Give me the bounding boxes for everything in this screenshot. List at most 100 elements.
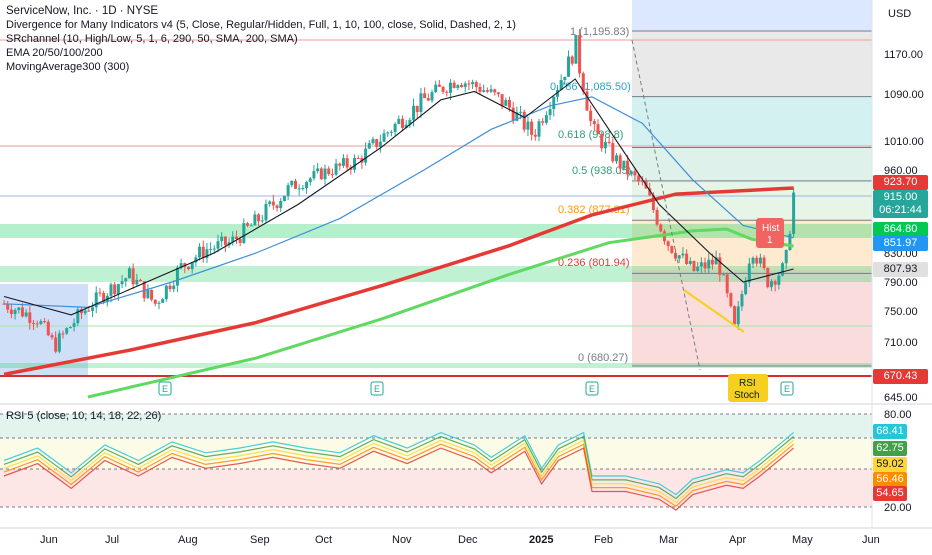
candle-body[interactable] [721, 274, 725, 276]
candle-body[interactable] [139, 279, 143, 282]
candle-body[interactable] [493, 89, 497, 93]
candle-body[interactable] [183, 263, 187, 267]
candle-body[interactable] [729, 293, 733, 307]
candle-body[interactable] [13, 309, 17, 315]
candle-body[interactable] [777, 275, 781, 285]
earnings-marker[interactable] [370, 381, 384, 396]
candle-body[interactable] [655, 209, 659, 225]
candle-body[interactable] [279, 201, 283, 208]
candle-body[interactable] [519, 111, 523, 113]
candle-body[interactable] [234, 236, 238, 240]
candle-body[interactable] [614, 155, 618, 162]
earnings-marker[interactable] [780, 381, 794, 396]
candle-body[interactable] [423, 93, 427, 99]
price-tag[interactable]: 851.97 [873, 236, 928, 251]
candle-body[interactable] [164, 285, 168, 300]
candle-body[interactable] [419, 93, 423, 113]
candle-body[interactable] [751, 257, 755, 264]
candle-body[interactable] [426, 98, 430, 101]
rsi-legend[interactable]: RSI 5 (close, 10, 14, 18, 22, 26) [6, 410, 162, 422]
candle-body[interactable] [54, 337, 58, 352]
candle-body[interactable] [618, 155, 622, 169]
rsi-tag[interactable]: 62.75 [873, 441, 907, 456]
candle-body[interactable] [323, 168, 327, 180]
candle-body[interactable] [79, 309, 83, 314]
candle-body[interactable] [648, 188, 652, 196]
indicator-divergence[interactable]: Divergence for Many Indicators v4 (5, Cl… [6, 19, 516, 31]
candle-body[interactable] [600, 134, 604, 149]
candle-body[interactable] [784, 249, 788, 264]
candle-body[interactable] [755, 257, 759, 264]
candle-body[interactable] [585, 91, 589, 111]
candle-body[interactable] [744, 282, 748, 295]
candle-body[interactable] [456, 85, 460, 88]
candle-body[interactable] [113, 284, 117, 295]
candle-body[interactable] [408, 119, 412, 125]
candle-body[interactable] [364, 148, 368, 163]
candle-body[interactable] [507, 99, 511, 108]
candle-body[interactable] [489, 89, 493, 92]
candle-body[interactable] [471, 82, 475, 85]
candle-body[interactable] [35, 323, 39, 325]
candle-body[interactable] [257, 214, 261, 222]
price-tag[interactable]: 06:21:44 [873, 203, 928, 218]
candle-body[interactable] [175, 267, 179, 286]
candle-body[interactable] [39, 321, 43, 324]
candle-body[interactable] [666, 241, 670, 247]
candle-body[interactable] [762, 257, 766, 269]
candle-body[interactable] [622, 160, 626, 169]
candle-body[interactable] [124, 278, 128, 282]
rsi-tag[interactable]: 54.65 [873, 486, 907, 501]
candle-body[interactable] [172, 285, 176, 290]
candle-body[interactable] [76, 309, 80, 324]
candle-body[interactable] [792, 192, 796, 234]
candle-body[interactable] [212, 248, 216, 250]
candle-body[interactable] [194, 257, 198, 263]
candle-body[interactable] [563, 76, 567, 81]
candle-body[interactable] [271, 201, 275, 206]
candle-body[interactable] [231, 236, 235, 243]
candle-body[interactable] [91, 307, 95, 311]
candle-body[interactable] [397, 118, 401, 124]
candle-body[interactable] [603, 141, 607, 149]
candle-body[interactable] [68, 327, 72, 329]
candle-body[interactable] [46, 321, 50, 336]
candle-body[interactable] [463, 83, 467, 88]
candle-body[interactable] [460, 85, 464, 88]
candle-body[interactable] [788, 233, 792, 250]
candle-body[interactable] [32, 322, 36, 324]
candle-body[interactable] [253, 214, 257, 226]
candle-body[interactable] [367, 143, 371, 149]
candle-body[interactable] [533, 134, 537, 137]
candle-body[interactable] [61, 333, 65, 335]
candle-body[interactable] [692, 261, 696, 271]
candle-body[interactable] [150, 289, 154, 300]
candle-body[interactable] [570, 56, 574, 64]
candle-body[interactable] [674, 252, 678, 259]
candle-body[interactable] [20, 307, 24, 317]
candle-body[interactable] [301, 188, 305, 190]
candle-body[interactable] [670, 246, 674, 253]
rsi-tag[interactable]: 56.46 [873, 472, 907, 487]
symbol-title[interactable]: ServiceNow, Inc. · 1D · NYSE [6, 5, 159, 17]
candle-body[interactable] [293, 180, 297, 189]
candle-body[interactable] [485, 90, 489, 92]
candle-body[interactable] [393, 123, 397, 132]
candle-body[interactable] [238, 239, 242, 243]
candle-body[interactable] [316, 168, 320, 172]
candle-body[interactable] [714, 257, 718, 265]
candle-body[interactable] [386, 132, 390, 134]
candle-body[interactable] [375, 139, 379, 147]
candle-body[interactable] [434, 84, 438, 93]
hist-bubble[interactable] [756, 218, 784, 248]
rsi-tag[interactable]: 59.02 [873, 457, 907, 472]
candle-body[interactable] [552, 96, 556, 110]
candle-body[interactable] [161, 299, 165, 303]
candle-body[interactable] [153, 299, 157, 304]
indicator-ema[interactable]: EMA 20/50/100/200 [6, 47, 103, 59]
candle-body[interactable] [223, 236, 227, 246]
candle-body[interactable] [127, 268, 131, 279]
candle-body[interactable] [478, 86, 482, 92]
candle-body[interactable] [65, 328, 69, 334]
